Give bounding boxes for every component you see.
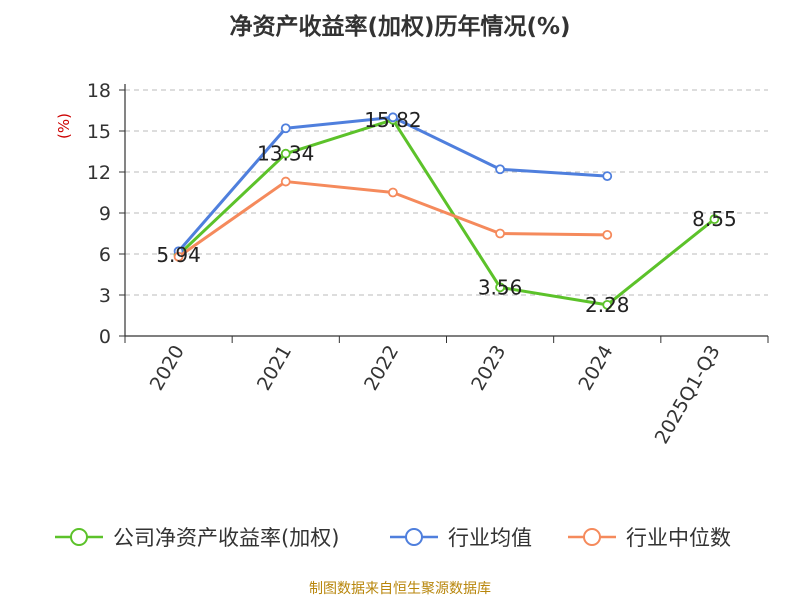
data-label: 15.82 (364, 108, 421, 132)
data-label: 5.94 (156, 243, 201, 267)
series-1 (173, 112, 613, 257)
x-tick-label: 2023 (467, 342, 510, 395)
legend-swatch-marker (405, 528, 423, 546)
legend-item: 公司净资产收益率(加权) (55, 526, 339, 550)
x-tick-label: 2025Q1-Q3 (651, 342, 725, 448)
y-tick-label: 9 (99, 203, 111, 225)
grid-layer (125, 89, 768, 296)
data-point (280, 123, 291, 134)
source-note: 制图数据来自恒生聚源数据库 (309, 581, 491, 597)
legend-swatch-marker (70, 528, 88, 546)
data-point (173, 251, 184, 262)
data-point (280, 148, 291, 159)
y-tick-label: 12 (87, 162, 111, 184)
data-label: 2.28 (585, 293, 630, 317)
y-tick-label: 3 (99, 285, 111, 307)
x-tick-label: 2024 (574, 342, 617, 395)
data-point (602, 171, 613, 182)
y-tick-label: 18 (87, 80, 111, 102)
legend-item: 行业均值 (390, 526, 532, 550)
data-point (388, 187, 398, 198)
y-tick-label: 0 (99, 326, 111, 348)
x-tick-label: 2021 (253, 342, 296, 395)
series-layer (173, 112, 720, 310)
y-tick-label: 6 (99, 244, 111, 266)
data-point (388, 112, 398, 123)
legend-label: 公司净资产收益率(加权) (113, 526, 339, 550)
legend-swatch-marker (583, 528, 601, 546)
legend: 公司净资产收益率(加权) 行业均值 行业中位数 (55, 526, 731, 550)
data-point (602, 299, 613, 310)
series-line (177, 118, 716, 307)
data-point (495, 282, 505, 293)
data-point (602, 229, 613, 240)
data-point (709, 214, 720, 225)
x-tick-label: 2020 (146, 342, 189, 395)
data-label: 8.55 (692, 207, 737, 231)
series-line (177, 115, 608, 253)
legend-label: 行业中位数 (626, 526, 731, 550)
data-label: 3.56 (478, 275, 523, 299)
legend-label: 行业均值 (448, 526, 532, 550)
chart-title: 净资产收益率(加权)历年情况(%) (229, 13, 570, 40)
data-label-layer: 5.94 13.34 15.82 3.56 2.28 8.55 (156, 108, 736, 317)
data-point (495, 228, 505, 239)
data-point (495, 164, 505, 175)
x-tick-label: 2022 (360, 342, 403, 395)
data-point (280, 176, 291, 187)
y-tick-label: 15 (87, 121, 111, 143)
legend-item: 行业中位数 (568, 526, 731, 550)
y-axis-label: (%) (55, 113, 73, 139)
series-2 (173, 176, 613, 262)
data-label: 13.34 (257, 142, 314, 166)
